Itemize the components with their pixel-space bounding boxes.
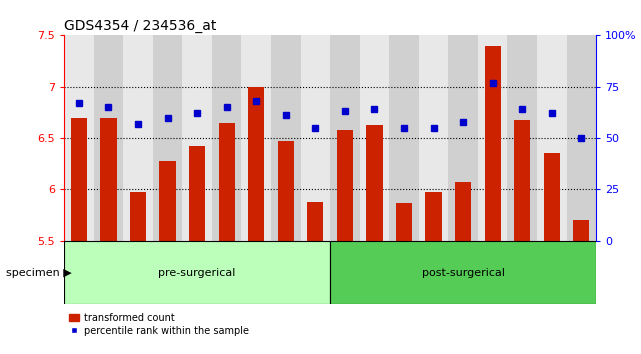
Bar bbox=[508, 35, 537, 241]
Bar bbox=[153, 35, 182, 241]
Bar bbox=[219, 122, 235, 241]
Bar bbox=[160, 161, 176, 241]
Bar bbox=[485, 46, 501, 241]
Bar bbox=[419, 35, 448, 241]
Bar bbox=[360, 35, 389, 241]
Bar bbox=[389, 35, 419, 241]
Bar bbox=[544, 154, 560, 241]
Bar bbox=[330, 35, 360, 241]
Bar bbox=[396, 203, 412, 241]
Bar bbox=[123, 35, 153, 241]
Bar bbox=[182, 35, 212, 241]
Bar bbox=[573, 220, 590, 241]
Legend: transformed count, percentile rank within the sample: transformed count, percentile rank withi… bbox=[69, 313, 249, 336]
Bar bbox=[189, 146, 205, 241]
Bar bbox=[537, 35, 567, 241]
Bar bbox=[567, 35, 596, 241]
Bar bbox=[242, 35, 271, 241]
Bar bbox=[271, 35, 301, 241]
Bar bbox=[94, 35, 123, 241]
Bar bbox=[130, 193, 146, 241]
Text: pre-surgerical: pre-surgerical bbox=[158, 268, 236, 278]
Bar bbox=[100, 118, 117, 241]
Bar bbox=[478, 35, 508, 241]
Bar bbox=[64, 241, 330, 304]
Bar bbox=[455, 182, 471, 241]
Bar bbox=[71, 118, 87, 241]
Bar bbox=[248, 87, 264, 241]
Bar bbox=[514, 120, 530, 241]
Bar bbox=[64, 35, 94, 241]
Bar bbox=[448, 35, 478, 241]
Bar bbox=[337, 130, 353, 241]
Text: specimen ▶: specimen ▶ bbox=[6, 268, 72, 278]
Bar bbox=[330, 241, 596, 304]
Bar bbox=[278, 141, 294, 241]
Bar bbox=[301, 35, 330, 241]
Text: post-surgerical: post-surgerical bbox=[422, 268, 504, 278]
Bar bbox=[366, 125, 383, 241]
Bar bbox=[426, 193, 442, 241]
Bar bbox=[212, 35, 242, 241]
Bar bbox=[307, 202, 324, 241]
Text: GDS4354 / 234536_at: GDS4354 / 234536_at bbox=[64, 19, 217, 33]
